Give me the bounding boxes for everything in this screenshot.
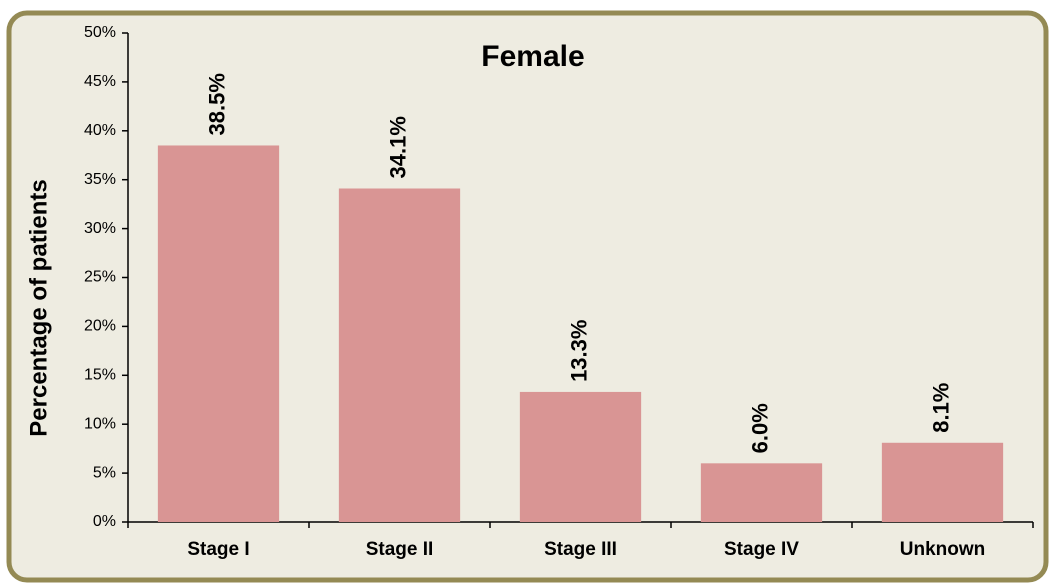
- x-tick-label: Stage III: [544, 539, 617, 560]
- y-tick-label: 10%: [84, 415, 116, 432]
- chart-title: Female: [481, 40, 584, 73]
- x-tick-label: Stage I: [187, 539, 249, 560]
- value-label: 8.1%: [928, 383, 953, 433]
- y-tick-label: 0%: [93, 513, 116, 530]
- bar: [700, 463, 823, 522]
- y-tick-label: 5%: [93, 464, 116, 481]
- y-tick-label: 50%: [84, 24, 116, 41]
- x-tick-label: Unknown: [900, 539, 986, 560]
- bar: [519, 391, 642, 522]
- bar: [157, 145, 280, 522]
- value-label: 6.0%: [747, 403, 772, 453]
- y-tick-label: 30%: [84, 220, 116, 237]
- bar: [881, 442, 1004, 522]
- value-label: 34.1%: [385, 116, 410, 178]
- y-tick-label: 45%: [84, 73, 116, 90]
- y-tick-label: 25%: [84, 269, 116, 286]
- x-tick-label: Stage IV: [724, 539, 799, 560]
- bar: [338, 188, 461, 522]
- y-tick-label: 35%: [84, 171, 116, 188]
- y-axis-label: Percentage of patients: [25, 179, 52, 436]
- y-tick-label: 20%: [84, 318, 116, 335]
- y-tick-label: 40%: [84, 122, 116, 139]
- value-label: 13.3%: [566, 320, 591, 382]
- value-label: 38.5%: [204, 73, 229, 135]
- x-tick-label: Stage II: [366, 539, 434, 560]
- y-tick-label: 15%: [84, 367, 116, 384]
